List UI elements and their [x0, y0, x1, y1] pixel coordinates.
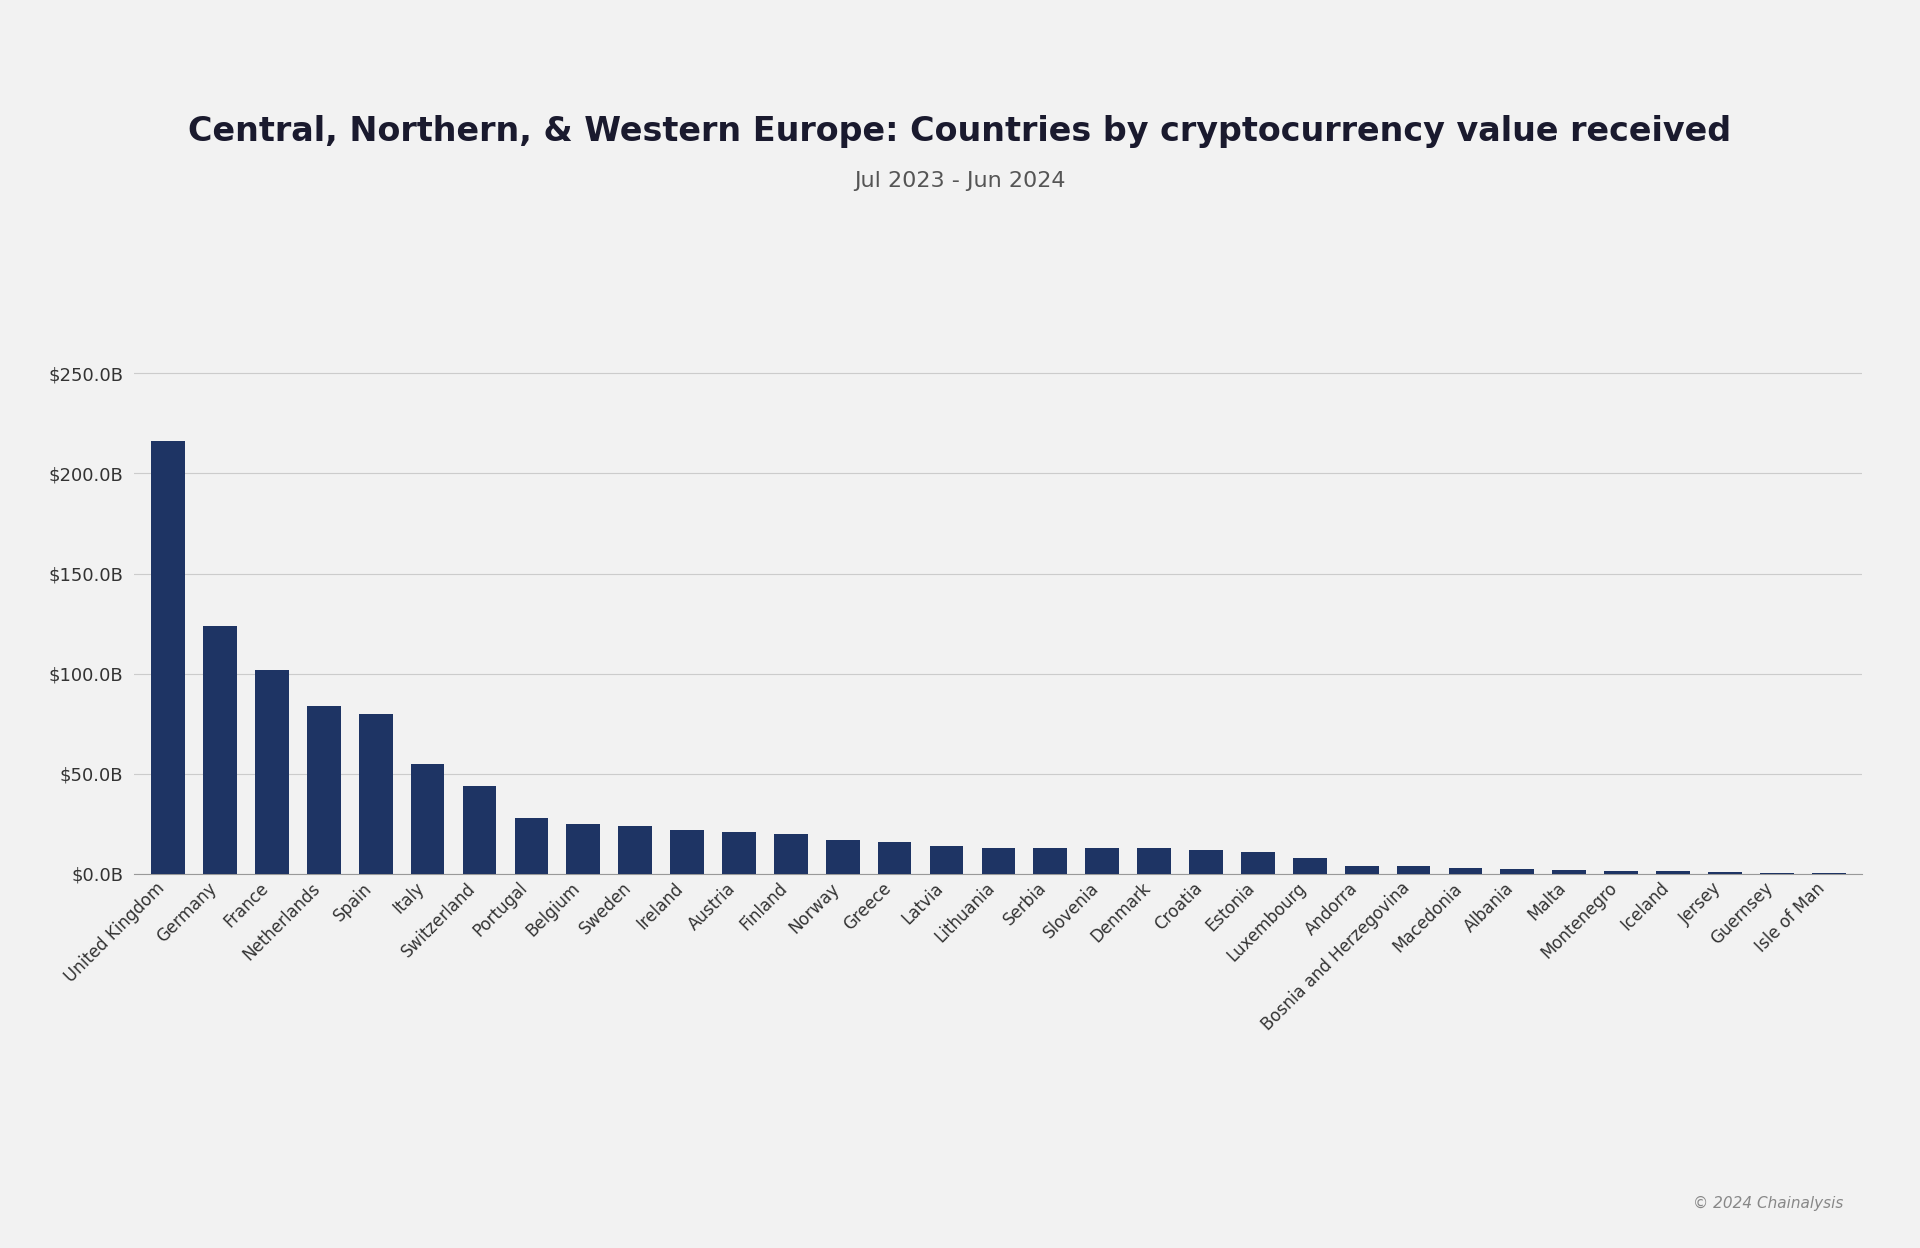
Bar [1137, 847, 1171, 874]
Bar [515, 817, 549, 874]
Bar [1448, 867, 1482, 874]
Bar [1085, 847, 1119, 874]
Bar [722, 831, 756, 874]
Bar [463, 785, 497, 874]
Text: Jul 2023 - Jun 2024: Jul 2023 - Jun 2024 [854, 171, 1066, 191]
Bar [618, 826, 653, 874]
Bar [1292, 857, 1327, 874]
Bar [826, 840, 860, 874]
Bar [1605, 871, 1638, 874]
Bar [204, 625, 236, 874]
Bar [1500, 869, 1534, 874]
Bar [670, 830, 705, 874]
Bar [255, 669, 288, 874]
Bar [1709, 872, 1741, 874]
Bar [307, 705, 340, 874]
Bar [1396, 866, 1430, 874]
Bar [1657, 871, 1690, 874]
Bar [359, 714, 392, 874]
Bar [1033, 847, 1068, 874]
Bar [877, 841, 912, 874]
Bar [411, 764, 444, 874]
Bar [1344, 866, 1379, 874]
Bar [929, 846, 964, 874]
Text: Central, Northern, & Western Europe: Countries by cryptocurrency value received: Central, Northern, & Western Europe: Cou… [188, 115, 1732, 147]
Text: © 2024 Chainalysis: © 2024 Chainalysis [1693, 1196, 1843, 1211]
Bar [1188, 850, 1223, 874]
Bar [152, 442, 184, 874]
Bar [981, 847, 1016, 874]
Bar [566, 824, 601, 874]
Bar [774, 834, 808, 874]
Bar [1553, 870, 1586, 874]
Bar [1240, 851, 1275, 874]
